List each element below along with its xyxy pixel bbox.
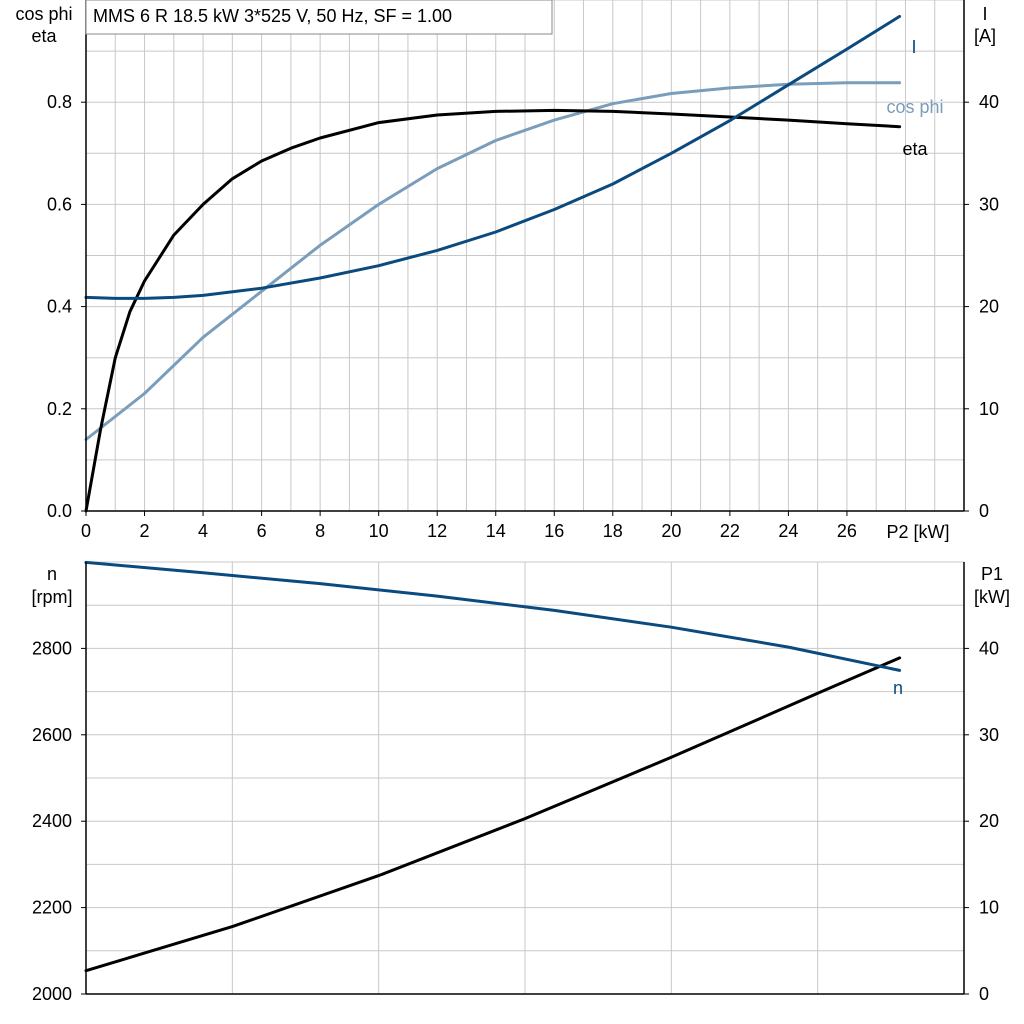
top-right-axis-label-unit: [A] <box>974 26 996 46</box>
p1-series-line <box>84 656 902 973</box>
bottom-plot-series <box>84 560 902 973</box>
bottom-left-tick-label: 2000 <box>32 984 72 1004</box>
top-x-tick-label: 26 <box>837 521 857 541</box>
top-x-tick-label: 16 <box>544 521 564 541</box>
bottom-right-tick-label: 30 <box>979 725 999 745</box>
top-left-tick-label: 0.0 <box>47 501 72 521</box>
top-left-tick-label: 0.4 <box>47 297 72 317</box>
top-right-tick-label: 40 <box>979 92 999 112</box>
top-x-tick-label: 14 <box>486 521 506 541</box>
chart-title: MMS 6 R 18.5 kW 3*525 V, 50 Hz, SF = 1.0… <box>93 6 452 26</box>
top-x-tick-label: 18 <box>603 521 623 541</box>
bottom-plot-frame <box>85 562 965 995</box>
top-x-tick-label: 2 <box>140 521 150 541</box>
top-left-tick-label: 0.2 <box>47 399 72 419</box>
top-plot-frame <box>85 0 965 512</box>
bottom-right-axis-label-p1: P1 <box>981 564 1003 584</box>
bottom-right-tick-label: 10 <box>979 898 999 918</box>
speed-series-line <box>84 560 902 672</box>
bottom-left-tick-label: 2200 <box>32 898 72 918</box>
top-x-tick-label: 8 <box>315 521 325 541</box>
series-label-eta: eta <box>902 139 928 159</box>
top-x-tick-label: 12 <box>427 521 447 541</box>
series-label-cosphi: cos phi <box>886 97 943 117</box>
bottom-left-axis-label-unit: [rpm] <box>31 587 72 607</box>
top-right-axis-label-i: I <box>982 4 987 24</box>
top-right-tick-label: 0 <box>979 501 989 521</box>
bottom-right-tick-label: 40 <box>979 638 999 658</box>
top-x-tick-label: 22 <box>720 521 740 541</box>
bottom-left-tick-label: 2400 <box>32 811 72 831</box>
bottom-right-tick-label: 0 <box>979 984 989 1004</box>
top-x-tick-label: 20 <box>661 521 681 541</box>
top-right-tick-label: 20 <box>979 297 999 317</box>
bottom-right-tick-label: 20 <box>979 811 999 831</box>
cosphi-series-line <box>84 81 902 441</box>
bottom-left-tick-label: 2600 <box>32 725 72 745</box>
chart-title-box <box>85 0 553 35</box>
top-plot-grid <box>85 0 965 512</box>
top-x-axis-label: P2 [kW] <box>886 522 949 542</box>
top-left-axis-label-eta: eta <box>31 26 57 46</box>
top-right-tick-label: 10 <box>979 399 999 419</box>
bottom-left-tick-label: 2800 <box>32 638 72 658</box>
top-plot-series <box>84 14 902 513</box>
top-x-tick-label: 4 <box>198 521 208 541</box>
top-x-tick-label: 10 <box>369 521 389 541</box>
top-left-axis-label-cosphi: cos phi <box>15 4 72 24</box>
top-x-tick-label: 0 <box>81 521 91 541</box>
eta-series-line <box>84 108 902 513</box>
top-left-tick-label: 0.6 <box>47 194 72 214</box>
bottom-right-axis-label-unit: [kW] <box>974 587 1010 607</box>
series-label-speed: n <box>893 678 903 698</box>
top-x-tick-label: 6 <box>257 521 267 541</box>
top-right-tick-label: 30 <box>979 194 999 214</box>
top-x-tick-label: 24 <box>778 521 798 541</box>
bottom-left-axis-label-n: n <box>47 564 57 584</box>
series-label-current: I <box>911 37 916 57</box>
top-plot-ticks: 0 2 4 6 8 10 12 14 16 18 20 22 24 260.00.20.40.60.801… <box>47 92 999 541</box>
top-left-tick-label: 0.8 <box>47 92 72 112</box>
bottom-plot-ticks: 2000 2200 2400 2600 2800 0 10 20 30 40 <box>32 638 999 1004</box>
current-series-line <box>84 14 902 300</box>
